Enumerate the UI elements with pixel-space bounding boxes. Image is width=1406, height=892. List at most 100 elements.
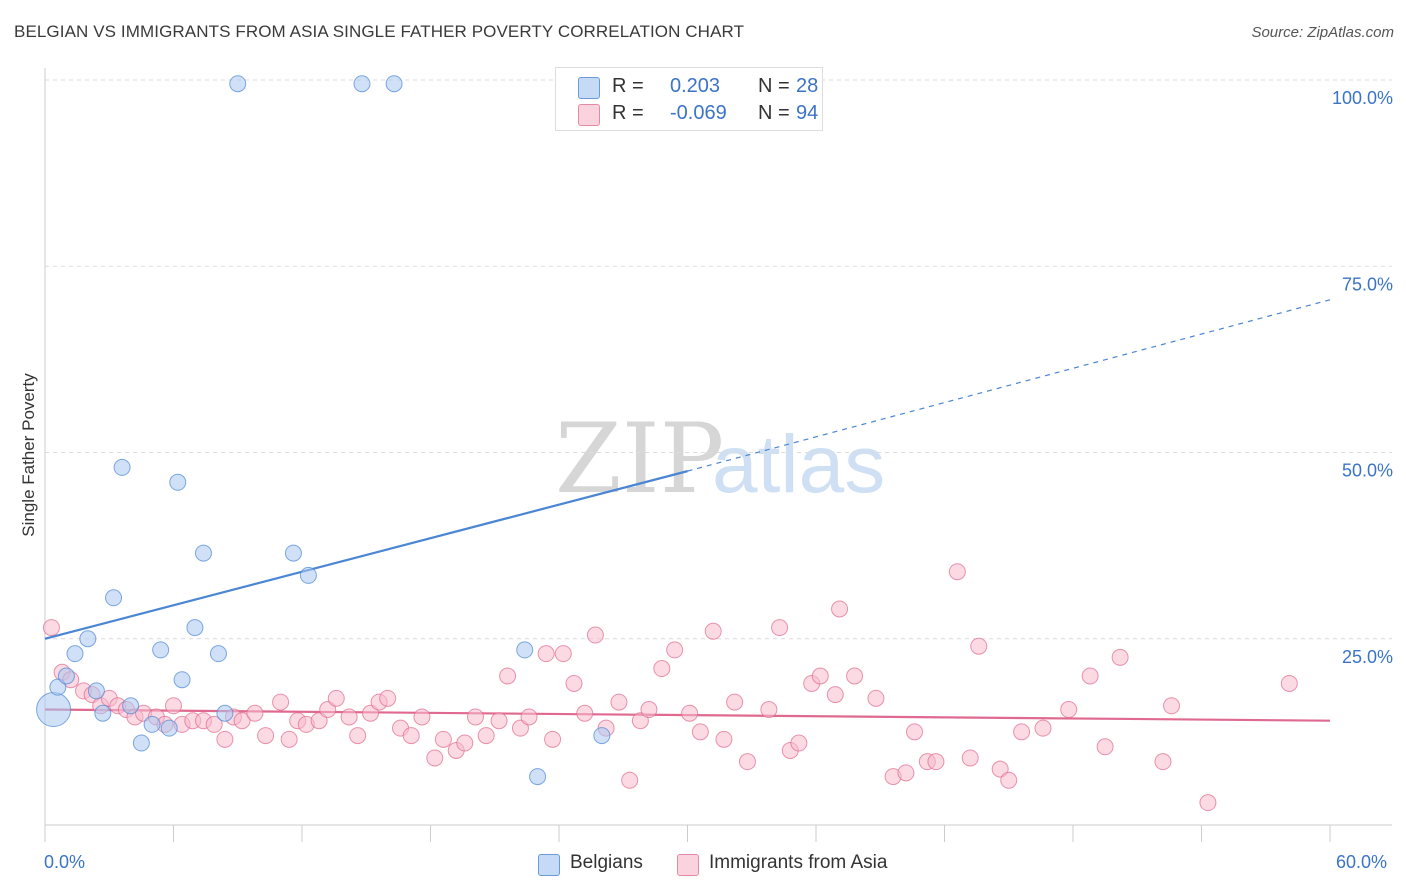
data-points — [36, 75, 1298, 812]
point-immigrants-asia — [233, 712, 251, 730]
point-immigrants-asia — [565, 674, 583, 692]
trend-line-extension-0 — [687, 299, 1331, 472]
point-belgians — [94, 704, 112, 722]
point-belgians — [353, 75, 371, 93]
y-tick-labels: 25.0% 50.0% 75.0% 100.0% — [1332, 88, 1393, 667]
x-tick-label-max: 60.0% — [1336, 852, 1388, 872]
point-belgians — [87, 682, 105, 700]
point-belgians — [160, 719, 178, 737]
point-immigrants-asia — [246, 704, 264, 722]
point-immigrants-asia — [1154, 753, 1172, 771]
point-immigrants-asia — [466, 708, 484, 726]
point-immigrants-asia — [272, 693, 290, 711]
point-immigrants-asia — [490, 712, 508, 730]
watermark: ZIP atlas — [555, 403, 885, 515]
point-belgians — [132, 734, 150, 752]
point-belgians — [122, 697, 140, 715]
point-immigrants-asia — [1280, 674, 1298, 692]
point-immigrants-asia — [640, 701, 658, 719]
point-belgians — [529, 768, 547, 786]
point-immigrants-asia — [280, 730, 298, 748]
point-belgians — [169, 473, 187, 491]
point-belgians — [194, 544, 212, 562]
point-immigrants-asia — [456, 734, 474, 752]
grid-lines — [45, 79, 1392, 640]
point-immigrants-asia — [379, 689, 397, 707]
asia-swatch — [578, 104, 600, 126]
n-value: 94 — [796, 102, 819, 124]
n-value: 28 — [796, 75, 819, 97]
n-label: N = — [758, 102, 790, 124]
point-immigrants-asia — [738, 753, 756, 771]
point-belgians — [284, 544, 302, 562]
point-immigrants-asia — [771, 619, 789, 637]
point-belgians — [79, 630, 97, 648]
point-immigrants-asia — [691, 723, 709, 741]
point-immigrants-asia — [970, 637, 988, 655]
point-immigrants-asia — [927, 753, 945, 771]
point-immigrants-asia — [544, 730, 562, 748]
point-belgians — [186, 619, 204, 637]
point-immigrants-asia — [413, 708, 431, 726]
point-immigrants-asia — [681, 704, 699, 722]
watermark-zip: ZIP — [555, 403, 724, 515]
point-immigrants-asia — [216, 730, 234, 748]
point-belgians — [229, 75, 247, 93]
point-belgians — [516, 641, 534, 659]
point-immigrants-asia — [402, 727, 420, 745]
point-immigrants-asia — [586, 626, 604, 644]
point-immigrants-asia — [811, 667, 829, 685]
point-belgians — [57, 667, 75, 685]
r-value: -0.069 — [670, 102, 727, 124]
chart-title: BELGIAN VS IMMIGRANTS FROM ASIA SINGLE F… — [14, 22, 745, 41]
stats-legend: R = 0.203 N = 28 R = -0.069 N = 94 — [555, 67, 823, 131]
point-immigrants-asia — [257, 727, 275, 745]
y-tick-label: 75.0% — [1342, 274, 1393, 294]
watermark-atlas: atlas — [712, 419, 885, 510]
point-immigrants-asia — [42, 619, 60, 637]
point-immigrants-asia — [726, 693, 744, 711]
point-belgians — [593, 727, 611, 745]
point-immigrants-asia — [867, 689, 885, 707]
point-immigrants-asia — [715, 730, 733, 748]
point-immigrants-asia — [991, 760, 1009, 778]
r-label: R = — [612, 75, 644, 97]
point-immigrants-asia — [846, 667, 864, 685]
point-immigrants-asia — [511, 719, 529, 737]
point-immigrants-asia — [1111, 648, 1129, 666]
point-immigrants-asia — [826, 686, 844, 704]
y-tick-label: 50.0% — [1342, 461, 1393, 481]
point-immigrants-asia — [319, 701, 337, 719]
point-immigrants-asia — [961, 749, 979, 767]
point-immigrants-asia — [631, 712, 649, 730]
point-belgians — [36, 692, 72, 728]
legend-label-belgians: Belgians — [570, 852, 643, 873]
point-immigrants-asia — [537, 645, 555, 663]
y-tick-label: 25.0% — [1342, 647, 1393, 667]
point-immigrants-asia — [205, 715, 223, 733]
point-immigrants-asia — [831, 600, 849, 618]
point-immigrants-asia — [426, 749, 444, 767]
point-immigrants-asia — [704, 622, 722, 640]
point-belgians — [385, 75, 403, 93]
trend-line-0 — [44, 470, 688, 640]
y-axis-label: Single Father Poverty — [19, 373, 38, 537]
point-belgians — [216, 704, 234, 722]
point-immigrants-asia — [610, 693, 628, 711]
n-label: N = — [758, 75, 790, 97]
point-belgians — [173, 671, 191, 689]
point-immigrants-asia — [1163, 697, 1181, 715]
point-belgians — [105, 589, 123, 607]
r-label: R = — [612, 102, 644, 124]
point-immigrants-asia — [165, 697, 182, 715]
point-immigrants-asia — [499, 667, 517, 685]
asia-legend-swatch — [677, 854, 699, 876]
source-credit: Source: ZipAtlas.com — [1251, 24, 1394, 41]
point-immigrants-asia — [327, 689, 345, 707]
point-immigrants-asia — [554, 645, 572, 663]
point-belgians — [299, 566, 317, 584]
point-immigrants-asia — [897, 764, 915, 782]
point-immigrants-asia — [310, 712, 328, 730]
point-belgians — [209, 645, 227, 663]
